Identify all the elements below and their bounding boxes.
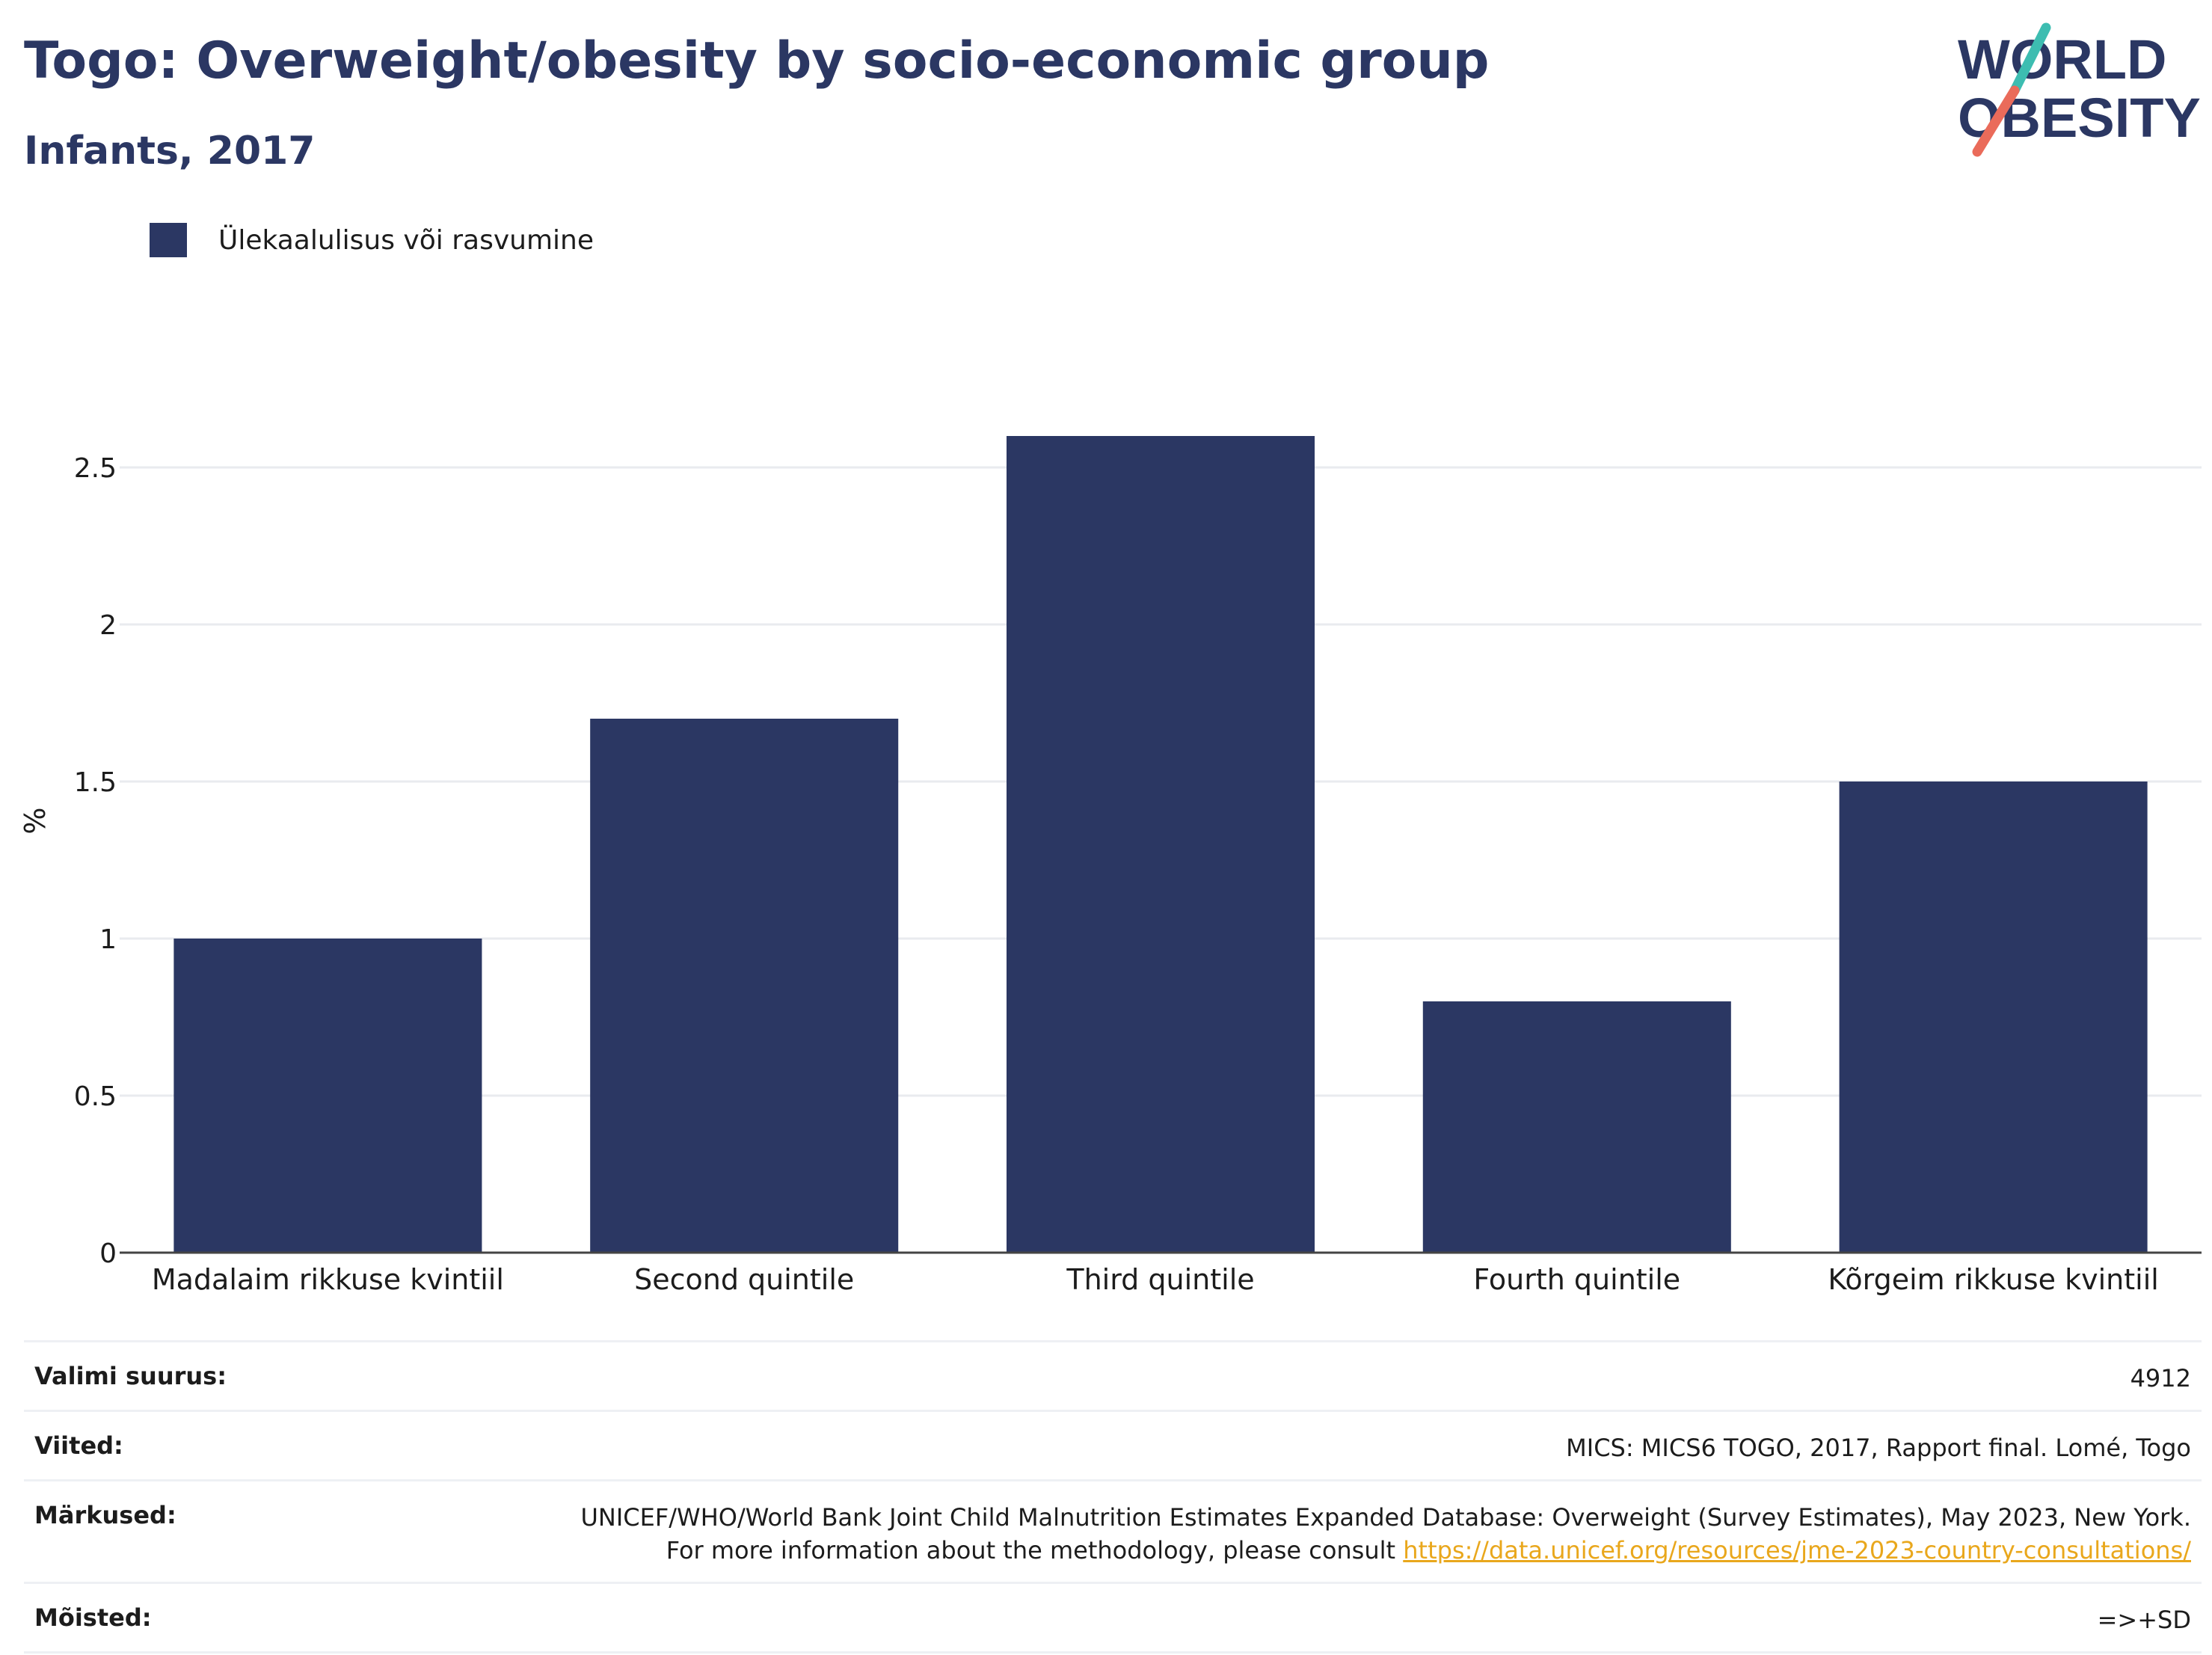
x-tick-label: Fourth quintile — [1473, 1263, 1680, 1296]
legend-swatch — [150, 223, 187, 257]
logo-slash-red — [1972, 85, 2020, 157]
bars — [173, 436, 2148, 1253]
y-tick-label: 0.5 — [74, 1081, 117, 1112]
logo-line1: WORLD — [1958, 28, 2167, 90]
meta-key: Märkused: — [34, 1501, 176, 1529]
y-axis-label: % — [19, 807, 52, 834]
metadata-table: Valimi suurus: 4912 Viited: MICS: MICS6 TOG… — [24, 1340, 2202, 1654]
meta-key: Mõisted: — [34, 1603, 152, 1632]
meta-value: 4912 — [2130, 1364, 2191, 1393]
meta-key: Valimi suurus: — [34, 1362, 227, 1390]
bar-4[interactable] — [1422, 1001, 1731, 1253]
y-tick-label: 1.5 — [74, 767, 117, 798]
x-tick-label: Madalaim rikkuse kvintiil — [152, 1263, 504, 1296]
bar-3[interactable] — [1006, 436, 1315, 1253]
page-subtitle: Infants, 2017 — [24, 129, 316, 174]
logo-slash-teal — [2009, 22, 2051, 96]
methodology-link[interactable]: https://data.unicef.org/resources/jme-20… — [1403, 1536, 2191, 1565]
bar-2[interactable] — [590, 719, 899, 1253]
y-tick-label: 0 — [99, 1238, 117, 1269]
meta-value: MICS: MICS6 TOGO, 2017, Rapport final. L… — [1566, 1434, 2191, 1462]
y-tick-label: 1 — [99, 924, 117, 955]
y-tick-label: 2.5 — [74, 453, 117, 484]
y-axis-ticks: 0 0.5 1 1.5 2 2.5 — [74, 453, 117, 1269]
bar-5[interactable] — [1839, 782, 2148, 1253]
legend-label: Ülekaalulisus või rasvumine — [218, 224, 594, 256]
meta-key: Viited: — [34, 1431, 123, 1460]
page-title: Togo: Overweight/obesity by socio-econom… — [24, 31, 1490, 90]
x-tick-label: Third quintile — [1066, 1263, 1254, 1296]
meta-value: UNICEF/WHO/World Bank Joint Child Malnut… — [580, 1503, 2192, 1565]
x-axis-ticks: Madalaim rikkuse kvintiil Second quintile… — [152, 1263, 2159, 1296]
meta-row: Viited: MICS: MICS6 TOGO, 2017, Rapport f… — [24, 1410, 2202, 1479]
x-tick-label: Kõrgeim rikkuse kvintiil — [1828, 1263, 2158, 1296]
bar-1[interactable] — [173, 939, 482, 1253]
meta-value: =>+SD — [2097, 1606, 2191, 1634]
meta-row: Märkused: UNICEF/WHO/World Bank Joint Chi… — [24, 1479, 2202, 1582]
meta-row: Mõisted: =>+SD — [24, 1582, 2202, 1654]
meta-row: Valimi suurus: 4912 — [24, 1340, 2202, 1410]
chart-legend[interactable]: Ülekaalulisus või rasvumine — [150, 223, 594, 257]
x-tick-label: Second quintile — [634, 1263, 854, 1296]
y-tick-label: 2 — [99, 610, 117, 641]
world-obesity-logo: WORLD OBESITY — [1958, 22, 2201, 157]
bar-chart: 0 0.5 1 1.5 2 2.5 Madalaim rikkuse kvintiil Se… — [19, 436, 2202, 1296]
